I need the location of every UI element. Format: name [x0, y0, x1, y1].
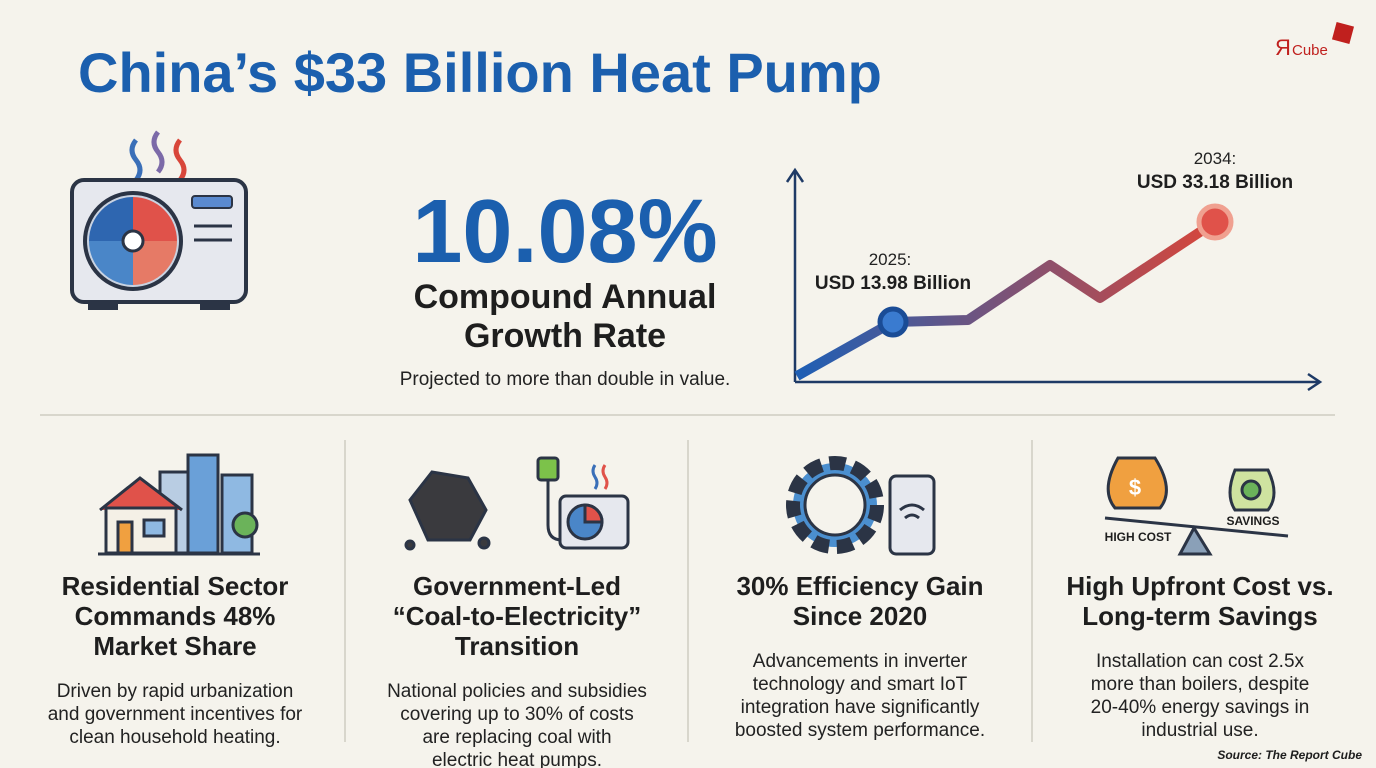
- column-body: integration have significantly: [741, 697, 980, 718]
- trend-chart: 2025: USD 13.98 Billion 2034: USD 33.18 …: [785, 149, 1323, 392]
- logo: Я Cube: [1275, 21, 1355, 60]
- trend-line: [794, 217, 1218, 381]
- column-heading: Long-term Savings: [1082, 601, 1317, 631]
- column-heading: “Coal-to-Electricity”: [393, 601, 642, 631]
- column-body: clean household heating.: [69, 727, 280, 748]
- start-year: 2025:: [869, 250, 912, 269]
- end-value: USD 33.18 Billion: [1137, 172, 1293, 193]
- column-heading: High Upfront Cost vs.: [1066, 571, 1333, 601]
- column-heading: Commands 48%: [75, 601, 276, 631]
- column-heading: Market Share: [93, 631, 256, 661]
- column-body: Driven by rapid urbanization: [57, 681, 294, 702]
- logo-mark: Я: [1275, 35, 1291, 60]
- column-body: and government incentives for: [48, 704, 303, 725]
- column-body: boosted system performance.: [735, 720, 985, 741]
- start-dot: [877, 306, 909, 338]
- column-body: electric heat pumps.: [432, 750, 602, 768]
- column-heading: Residential Sector: [62, 571, 289, 601]
- source: Source: The Report Cube: [1217, 748, 1362, 762]
- column-body: Advancements in inverter: [753, 651, 968, 672]
- column-heading: 30% Efficiency Gain: [736, 571, 983, 601]
- dollar: $: [1129, 475, 1141, 500]
- column-body: National policies and subsidies: [387, 681, 647, 702]
- column-body: technology and smart IoT: [753, 674, 968, 695]
- gear-phone-icon: [786, 456, 936, 556]
- scale-icon: [1104, 456, 1289, 556]
- logo-text: Cube: [1292, 42, 1328, 59]
- end-dot: [1196, 203, 1234, 241]
- column-heading: Transition: [455, 631, 579, 661]
- column-body: 20-40% energy savings in: [1091, 697, 1310, 718]
- cagr-label: Compound Annual: [414, 278, 717, 316]
- column-body: covering up to 30% of costs: [400, 704, 633, 725]
- icon-label: HIGH COST: [1105, 530, 1172, 544]
- city-icon: [98, 453, 260, 556]
- heat-pump-icon: [70, 130, 248, 310]
- end-year: 2034:: [1194, 149, 1237, 168]
- column-body: industrial use.: [1141, 720, 1258, 741]
- column-heading: Since 2020: [793, 601, 927, 631]
- coal-electric-icon: [404, 456, 630, 551]
- cagr-value: 10.08%: [412, 182, 717, 282]
- column-heading: Government-Led: [413, 571, 621, 601]
- logo-cube: [1331, 21, 1355, 45]
- column-body: Installation can cost 2.5x: [1096, 651, 1305, 672]
- cagr-label: Growth Rate: [464, 317, 666, 355]
- title: China’s $33 Billion Heat Pump: [78, 41, 882, 104]
- icon-label: SAVINGS: [1226, 514, 1279, 528]
- cagr-note: Projected to more than double in value.: [400, 369, 731, 390]
- column-body: are replacing coal with: [422, 727, 611, 748]
- column-body: more than boilers, despite: [1091, 674, 1310, 695]
- start-value: USD 13.98 Billion: [815, 273, 971, 294]
